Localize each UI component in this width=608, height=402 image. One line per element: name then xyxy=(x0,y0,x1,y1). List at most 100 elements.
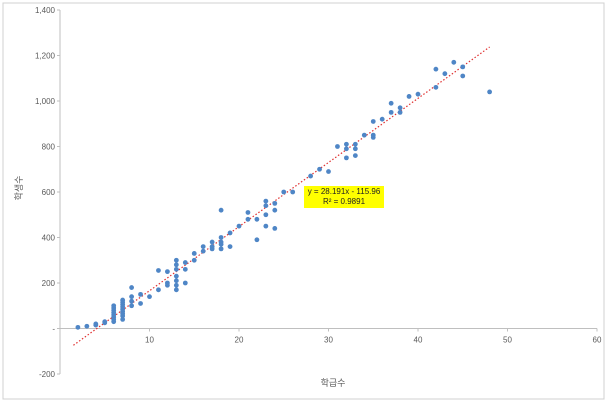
data-point xyxy=(344,155,349,161)
x-tick-label: 20 xyxy=(235,336,244,345)
data-point xyxy=(209,244,215,250)
data-point xyxy=(218,239,224,245)
data-point xyxy=(173,287,179,293)
data-point xyxy=(173,278,179,284)
data-point xyxy=(308,173,313,179)
data-point xyxy=(263,203,269,209)
data-point xyxy=(397,109,403,115)
data-point xyxy=(129,298,135,304)
y-tick-label: 600 xyxy=(42,188,56,197)
data-point xyxy=(227,230,233,236)
data-point xyxy=(451,59,457,65)
data-point xyxy=(173,266,179,272)
data-point xyxy=(326,169,331,174)
data-point xyxy=(263,212,269,218)
data-point xyxy=(272,207,278,213)
y-axis-title: 학생수 xyxy=(14,176,25,201)
data-point xyxy=(200,248,206,254)
data-point xyxy=(433,66,439,72)
y-tick-label: 200 xyxy=(42,279,56,288)
data-point xyxy=(191,251,197,256)
trendline-layer xyxy=(73,46,490,346)
data-point xyxy=(182,280,188,286)
data-point xyxy=(442,71,448,77)
data-point xyxy=(173,257,179,263)
data-point xyxy=(218,246,224,252)
data-point xyxy=(120,317,126,322)
y-tick-label: - xyxy=(52,325,55,334)
data-point xyxy=(173,273,179,279)
data-point xyxy=(156,287,161,293)
data-point xyxy=(173,282,179,288)
data-point xyxy=(379,116,385,122)
y-tick-label: 1,400 xyxy=(35,6,56,15)
data-point xyxy=(361,132,367,138)
x-axis-title: 학급수 xyxy=(321,378,346,389)
data-point xyxy=(397,105,403,111)
data-point xyxy=(138,291,143,297)
data-point xyxy=(460,64,466,70)
data-point xyxy=(129,303,135,309)
trendline xyxy=(73,46,490,346)
trendline-equation-box: y = 28.191x - 115.96 R² = 0.9891 xyxy=(304,186,384,208)
data-point xyxy=(84,323,90,329)
data-point xyxy=(460,73,466,79)
data-point xyxy=(209,239,215,245)
data-point xyxy=(218,207,224,213)
data-point xyxy=(254,237,260,243)
trendline-r2: R² = 0.9891 xyxy=(322,197,366,206)
y-tick-label: 800 xyxy=(42,143,56,152)
data-point xyxy=(352,141,358,147)
data-point xyxy=(138,301,143,306)
x-tick-label: 30 xyxy=(324,336,333,345)
data-point xyxy=(388,100,394,106)
data-point xyxy=(415,91,421,97)
data-point xyxy=(165,280,170,286)
data-point xyxy=(245,216,251,222)
data-point xyxy=(370,132,376,138)
data-point xyxy=(254,216,260,222)
data-point xyxy=(200,244,206,250)
data-point xyxy=(129,285,135,290)
data-point xyxy=(218,235,224,240)
data-point xyxy=(406,94,412,99)
y-tick-label: 400 xyxy=(42,234,56,243)
data-point xyxy=(370,119,376,124)
data-point xyxy=(433,84,439,90)
data-points xyxy=(75,59,492,330)
data-point xyxy=(263,223,269,229)
data-point xyxy=(335,144,340,149)
data-point xyxy=(272,226,278,231)
y-tick-label: 1,200 xyxy=(35,52,56,61)
data-point xyxy=(352,146,358,152)
data-point xyxy=(182,266,188,272)
data-point xyxy=(156,268,161,273)
data-point xyxy=(129,294,135,300)
x-tick-label: 40 xyxy=(414,336,423,345)
data-point xyxy=(272,200,278,206)
data-point xyxy=(75,324,81,330)
x-tick-label: 60 xyxy=(593,336,602,345)
data-point xyxy=(281,189,287,195)
data-point xyxy=(388,109,394,115)
trendline-equation: y = 28.191x - 115.96 xyxy=(307,187,381,196)
x-tick-label: 10 xyxy=(145,336,154,345)
data-point xyxy=(352,153,358,159)
data-point xyxy=(93,321,99,327)
data-point xyxy=(120,297,126,303)
y-tick-label: -200 xyxy=(39,370,56,379)
x-tick-label: 50 xyxy=(503,336,512,345)
data-point xyxy=(263,198,269,204)
data-point xyxy=(344,141,349,147)
data-point xyxy=(344,146,349,152)
data-point xyxy=(102,319,108,325)
data-point xyxy=(191,257,197,263)
data-point xyxy=(290,189,296,195)
axes xyxy=(57,9,598,375)
data-point xyxy=(173,262,179,268)
data-point xyxy=(236,223,242,229)
